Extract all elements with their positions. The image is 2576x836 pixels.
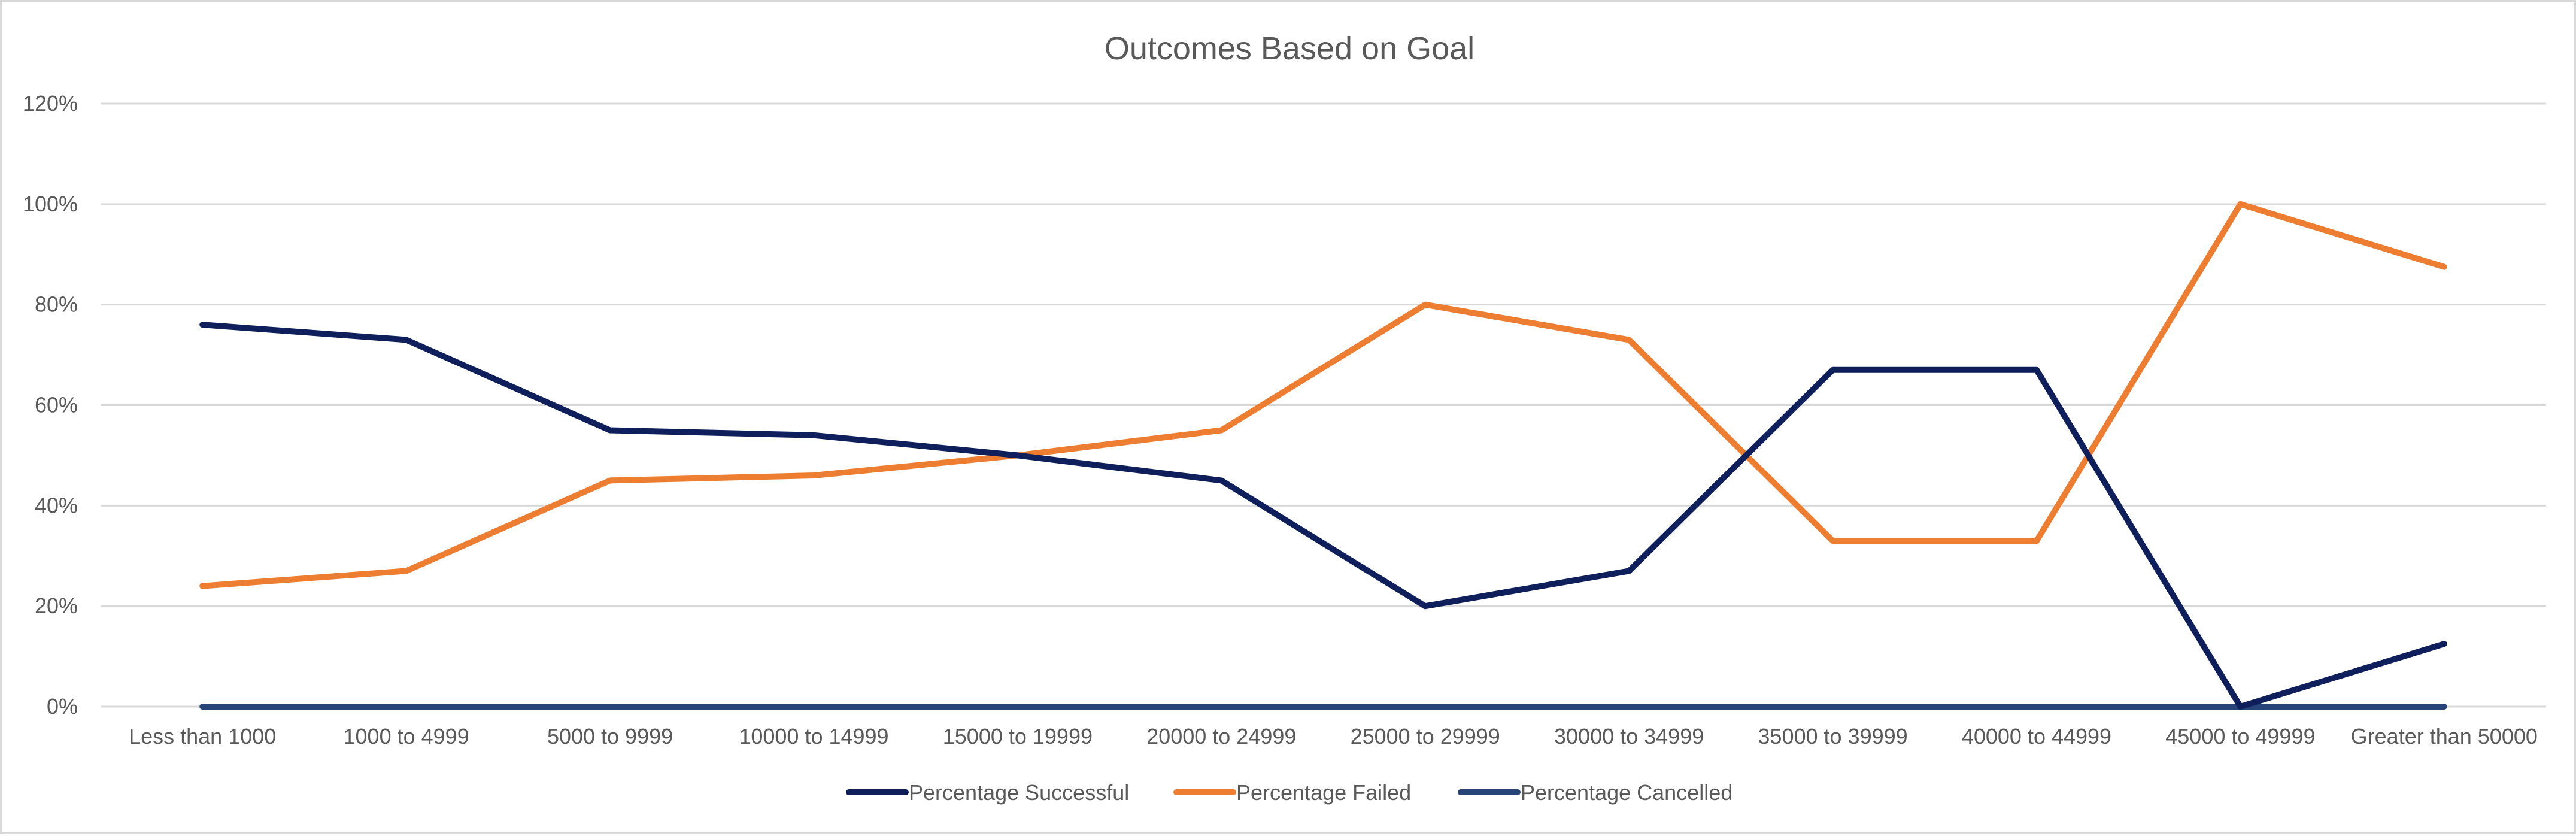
y-tick-label: 20% bbox=[35, 593, 78, 618]
series-line bbox=[199, 322, 2447, 710]
x-tick-label: 40000 to 44999 bbox=[1962, 724, 2111, 749]
x-tick-label: 30000 to 34999 bbox=[1554, 724, 1704, 749]
x-tick-label: 20000 to 24999 bbox=[1146, 724, 1296, 749]
x-tick-label: 35000 to 39999 bbox=[1758, 724, 1907, 749]
y-tick-label: 60% bbox=[35, 393, 78, 417]
x-tick-label: 5000 to 9999 bbox=[547, 724, 673, 749]
x-tick-label: 25000 to 29999 bbox=[1351, 724, 1500, 749]
x-tick-label: 1000 to 4999 bbox=[344, 724, 469, 749]
chart-title: Outcomes Based on Goal bbox=[1105, 31, 1474, 66]
legend: Percentage Successful Percentage Failed Pe… bbox=[846, 780, 1732, 805]
x-tick-label: Less than 1000 bbox=[129, 724, 276, 749]
x-axis-ticks: Less than 1000 1000 to 4999 5000 to 9999 10… bbox=[129, 724, 2538, 749]
gridlines bbox=[101, 102, 2546, 708]
series-lines bbox=[199, 201, 2447, 710]
y-axis-ticks: 0% 20% 40% 60% 80% 100% 120% bbox=[23, 91, 78, 719]
x-tick-label: 10000 to 14999 bbox=[739, 724, 888, 749]
x-tick-label: 15000 to 19999 bbox=[943, 724, 1093, 749]
x-tick-label: 45000 to 49999 bbox=[2165, 724, 2315, 749]
y-tick-label: 40% bbox=[35, 493, 78, 517]
y-tick-label: 100% bbox=[23, 192, 78, 216]
series-line bbox=[199, 201, 2447, 589]
legend-label: Percentage Successful bbox=[909, 780, 1129, 805]
legend-label: Percentage Failed bbox=[1236, 780, 1411, 805]
y-tick-label: 80% bbox=[35, 292, 78, 317]
y-tick-label: 120% bbox=[23, 91, 78, 116]
x-tick-label: Greater than 50000 bbox=[2351, 724, 2538, 749]
legend-label: Percentage Cancelled bbox=[1521, 780, 1732, 805]
y-tick-label: 0% bbox=[47, 694, 78, 719]
